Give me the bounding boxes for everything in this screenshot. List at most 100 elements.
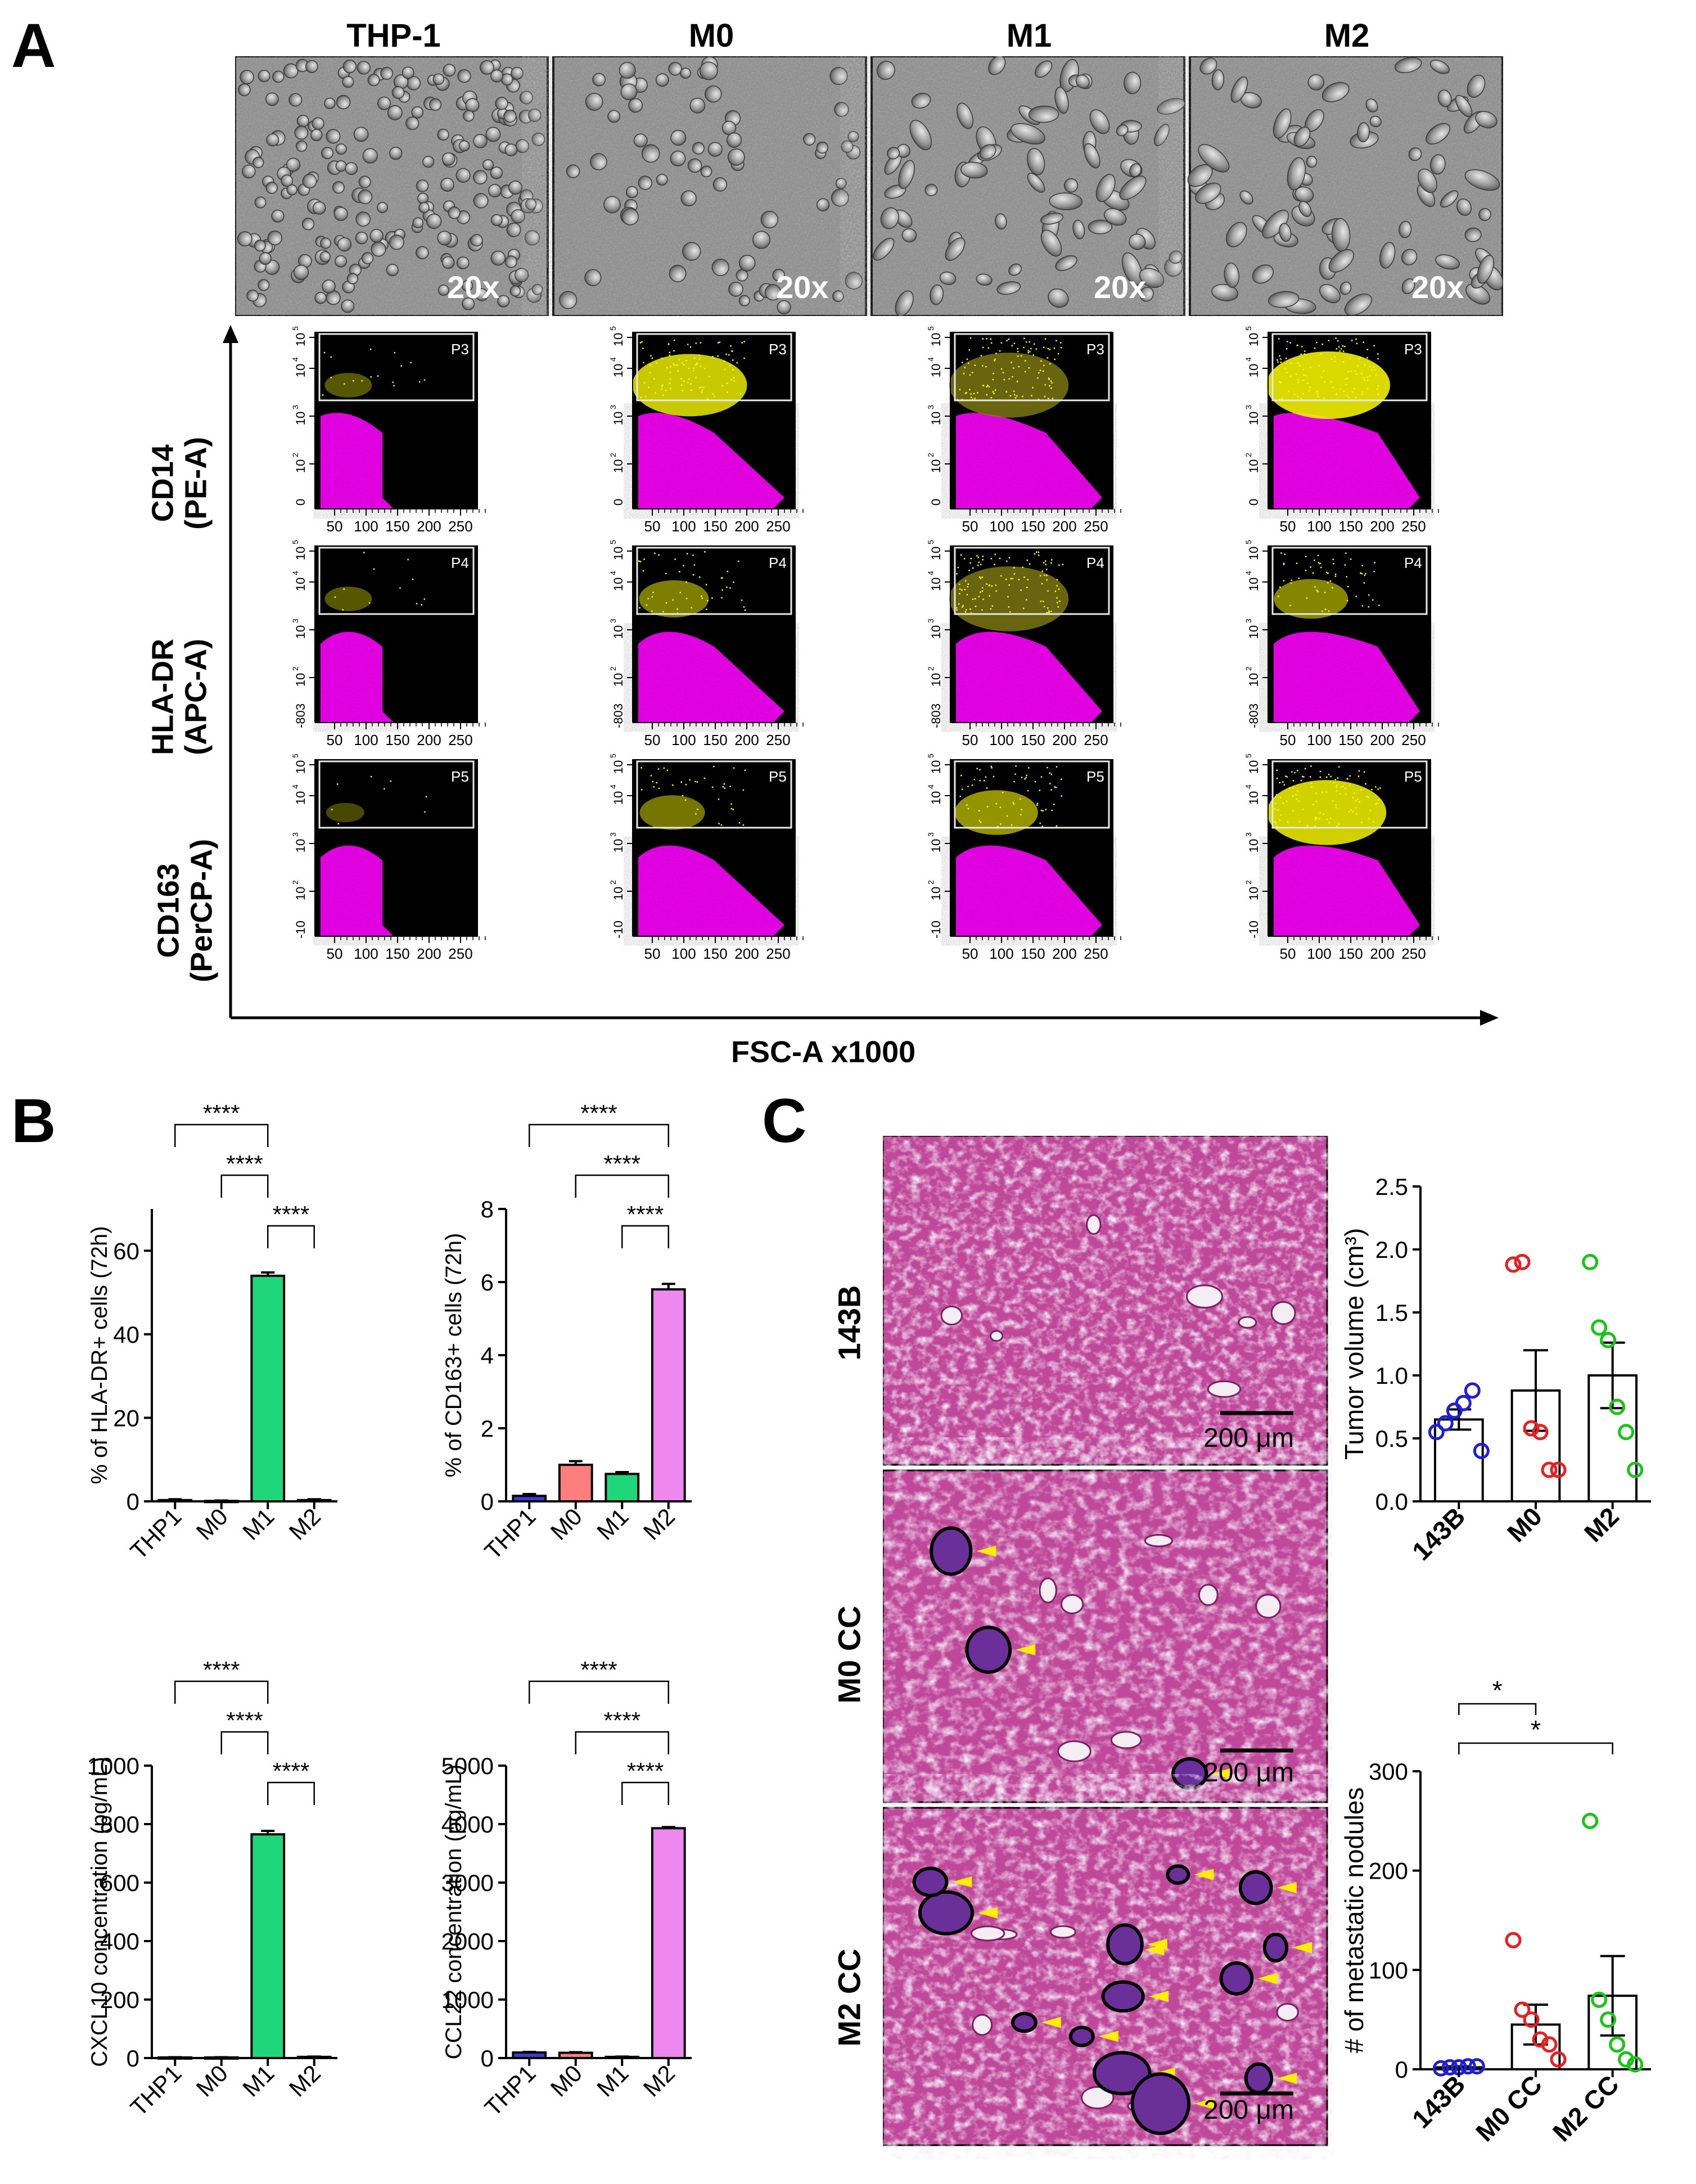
flow-event — [1323, 370, 1325, 372]
flow-y-tick-label: 10 — [611, 839, 625, 852]
flow-event — [730, 807, 732, 810]
flow-y-tick-exponent: 4 — [291, 357, 300, 362]
flow-y-tick-label: 10 — [1247, 625, 1261, 639]
flow-event — [1060, 346, 1062, 349]
cell — [1199, 57, 1217, 75]
x-tick-label: M0 CC — [1470, 2069, 1548, 2147]
flow-event — [1008, 584, 1011, 586]
cell — [437, 231, 452, 246]
flow-event — [1058, 564, 1060, 566]
flow-y-min-group: -803 — [294, 703, 308, 728]
flow-event — [1027, 352, 1029, 354]
flow-event — [1314, 559, 1315, 561]
flow-event — [1361, 393, 1363, 395]
metastatic-nodule — [918, 1890, 974, 1935]
flow-event — [1364, 364, 1365, 366]
flow-event — [1296, 373, 1297, 375]
cell — [1011, 123, 1045, 145]
flow-event — [1309, 386, 1311, 389]
flow-event — [678, 359, 680, 360]
cell — [1464, 227, 1482, 242]
flow-event — [1036, 804, 1038, 806]
flow-event — [1365, 783, 1366, 785]
cell — [321, 147, 333, 160]
flow-population-texture — [638, 845, 784, 936]
flow-event — [1318, 562, 1320, 564]
flow-y-tick-exponent: 2 — [291, 666, 300, 671]
flow-event — [705, 584, 707, 585]
flow-event — [1336, 393, 1338, 395]
flow-y-tick-label: 10 — [611, 547, 625, 560]
row-marker-cd14: CD14 — [146, 444, 180, 522]
cell — [402, 66, 414, 79]
cell — [1089, 109, 1110, 134]
flow-event — [688, 367, 690, 369]
flow-event — [732, 369, 734, 371]
flow-gate-label: P5 — [1086, 768, 1104, 785]
flow-event — [721, 385, 723, 387]
flow-event — [711, 597, 713, 599]
flow-y-min-group: 0 — [1247, 499, 1261, 506]
flow-event — [995, 584, 997, 586]
y-tick-label: 1.0 — [1375, 1362, 1408, 1389]
flow-event — [1049, 783, 1051, 784]
flow-event — [1000, 368, 1003, 370]
flow-event — [964, 392, 967, 394]
flow-event — [1358, 770, 1360, 772]
x-tick-label-group: M0 — [545, 1503, 588, 1545]
y-axis-title-group: # of metastatic nodules — [1339, 1787, 1369, 2053]
cell — [457, 69, 471, 83]
cell — [1129, 163, 1142, 177]
flow-event — [640, 767, 642, 769]
flow-event — [1334, 575, 1337, 577]
y-axis-title-group: CXCL10 concentration (pg/mL) — [87, 1757, 112, 2066]
flow-event — [990, 608, 992, 610]
flow-event — [1321, 791, 1323, 793]
flow-event — [344, 383, 345, 385]
flow-event — [1344, 564, 1346, 566]
flow-event — [980, 591, 981, 593]
flow-x-tick-label: 100 — [671, 732, 696, 748]
cell — [470, 234, 483, 247]
cell — [898, 160, 915, 189]
flow-x-tick-label: 200 — [417, 945, 441, 962]
flow-x-tick-label: 100 — [1307, 518, 1331, 535]
flow-event — [1373, 345, 1375, 347]
flow-y-tick-exponent: 3 — [291, 619, 300, 623]
flow-event — [1378, 799, 1380, 801]
flow-y-tick-exponent: 4 — [608, 784, 617, 789]
flow-event — [1040, 360, 1042, 362]
flow-event — [1061, 778, 1062, 780]
flow-event — [1292, 810, 1294, 812]
flow-event — [982, 385, 985, 386]
x-tick-label: M0 — [1501, 1501, 1548, 1547]
flow-event — [640, 396, 642, 398]
flow-event — [692, 574, 694, 576]
flow-event — [1346, 395, 1348, 396]
y-tick-label: 0 — [481, 1488, 494, 1515]
flow-event — [1349, 775, 1351, 777]
flow-event — [1303, 353, 1306, 355]
flow-event — [995, 353, 997, 354]
metastatic-nodule — [1011, 2011, 1038, 2033]
cell — [312, 117, 324, 130]
flow-x-tick-label: 150 — [1338, 732, 1363, 748]
flow-gate-box — [318, 547, 475, 615]
flow-event — [642, 570, 644, 572]
flow-event — [960, 554, 962, 556]
flow-event — [1043, 346, 1045, 349]
cell — [834, 102, 849, 117]
flow-event — [1366, 388, 1369, 390]
cell — [337, 237, 352, 252]
cell — [377, 202, 389, 213]
flow-event — [979, 779, 981, 782]
flow-event — [729, 587, 731, 589]
cell — [945, 237, 966, 261]
flow-event — [1312, 572, 1314, 574]
flow-y-tick-group: 103 — [291, 619, 308, 639]
flow-event — [1364, 574, 1365, 576]
